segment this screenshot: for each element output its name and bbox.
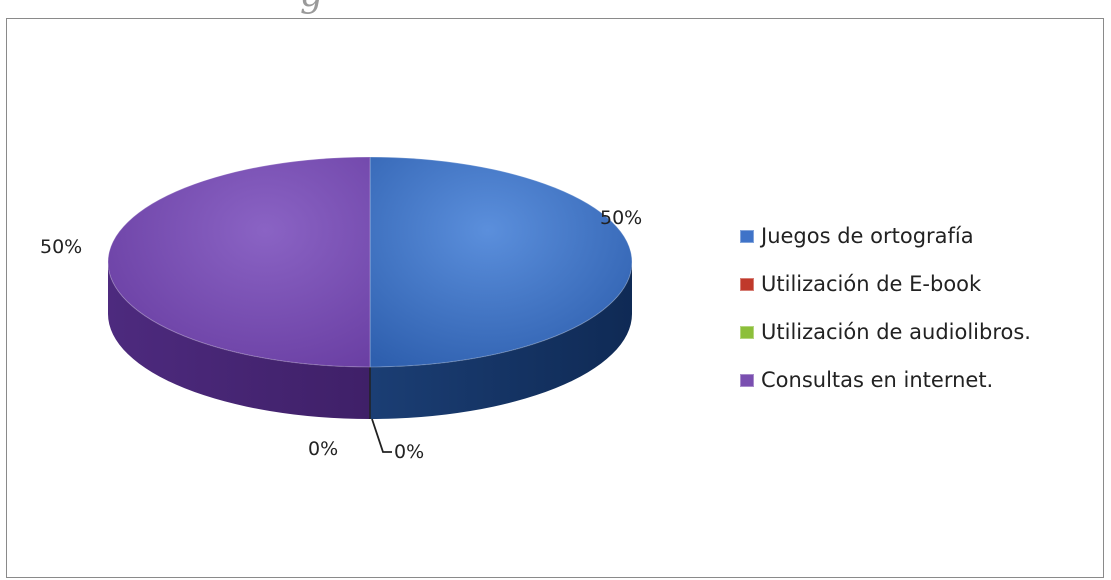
legend-swatch-audiolibros bbox=[740, 325, 754, 339]
data-label-ebook: 0% bbox=[308, 438, 338, 460]
legend-item-audiolibros: Utilización de audiolibros. bbox=[740, 308, 1031, 356]
legend-item-ebook: Utilización de E-book bbox=[740, 260, 1031, 308]
pie-slice-consultas bbox=[107, 156, 371, 368]
leader-line-zero bbox=[371, 418, 392, 453]
data-label-consultas: 50% bbox=[40, 236, 82, 258]
pie-tops bbox=[107, 156, 633, 368]
pie-side-juegos bbox=[370, 262, 632, 419]
legend-item-juegos: Juegos de ortografía bbox=[740, 212, 1031, 260]
legend-swatch-consultas bbox=[740, 373, 754, 387]
data-label-juegos: 50% bbox=[600, 207, 642, 229]
data-label-audiolibros: 0% bbox=[394, 441, 424, 463]
data-labels: 50% 0% 0% 50% bbox=[40, 207, 642, 463]
legend-swatch-juegos bbox=[740, 229, 754, 243]
legend-label-juegos: Juegos de ortografía bbox=[761, 224, 974, 248]
pie-slice-juegos bbox=[369, 156, 633, 368]
legend-label-audiolibros: Utilización de audiolibros. bbox=[761, 320, 1031, 344]
pie-side-consultas bbox=[108, 262, 370, 419]
legend-swatch-ebook bbox=[740, 277, 754, 291]
leader-lines bbox=[371, 418, 392, 453]
pie-sides bbox=[108, 262, 632, 419]
cropped-title: g bbox=[0, 0, 1111, 18]
legend-item-consultas: Consultas en internet. bbox=[740, 356, 1031, 404]
title-fragment: g bbox=[300, 0, 323, 15]
legend-label-consultas: Consultas en internet. bbox=[761, 368, 994, 392]
legend: Juegos de ortografía Utilización de E-bo… bbox=[740, 212, 1031, 404]
legend-label-ebook: Utilización de E-book bbox=[761, 272, 982, 296]
